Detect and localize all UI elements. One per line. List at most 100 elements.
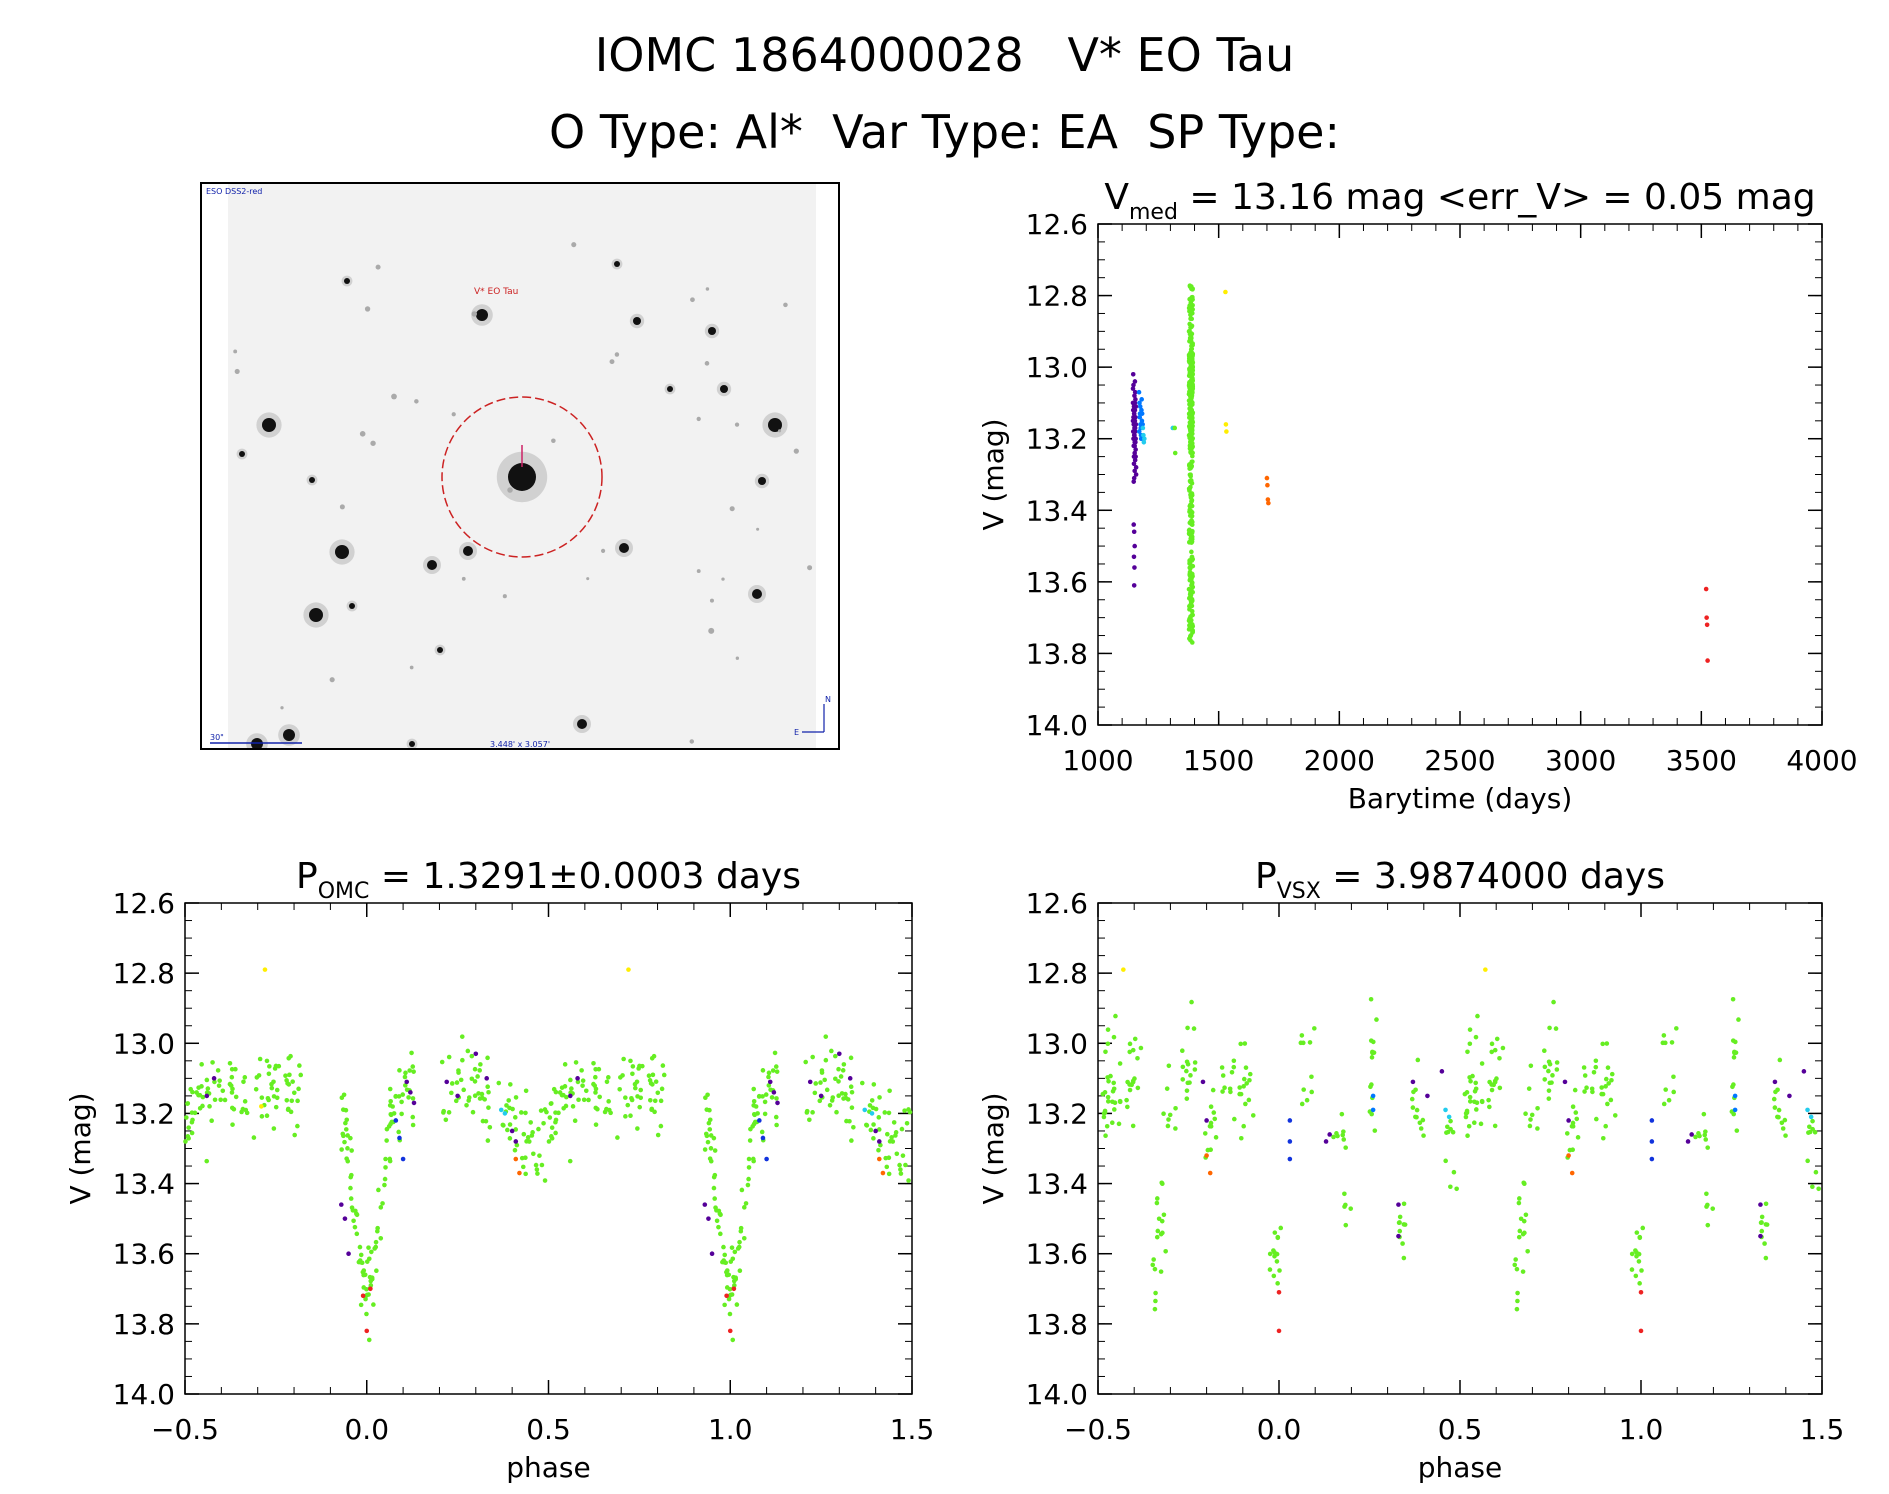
data-point xyxy=(1135,1055,1140,1061)
data-point xyxy=(404,1079,410,1085)
data-point xyxy=(1513,1257,1518,1262)
data-point xyxy=(505,1127,510,1133)
data-point xyxy=(1551,999,1556,1005)
data-point xyxy=(882,1110,888,1115)
data-point xyxy=(1187,435,1192,441)
data-point xyxy=(1189,427,1195,433)
data-point xyxy=(1608,1097,1614,1103)
data-point xyxy=(1188,411,1194,417)
data-point xyxy=(606,1075,611,1080)
data-point xyxy=(346,1251,351,1257)
data-point xyxy=(513,1156,519,1162)
data-point xyxy=(890,1139,896,1144)
data-point xyxy=(1152,1266,1158,1272)
data-point xyxy=(1188,603,1194,609)
data-point xyxy=(444,1079,450,1085)
data-point xyxy=(1189,425,1195,431)
data-point xyxy=(292,1132,297,1138)
data-point xyxy=(1730,1038,1736,1043)
data-point xyxy=(597,1094,602,1100)
data-point xyxy=(1489,1087,1495,1093)
data-point xyxy=(1173,1126,1178,1131)
y-tick-label: 14.0 xyxy=(1026,1378,1088,1411)
data-point xyxy=(1186,373,1192,379)
data-point xyxy=(1131,583,1137,588)
data-point xyxy=(542,1107,548,1112)
data-point xyxy=(1190,563,1196,569)
data-point xyxy=(1188,400,1194,406)
data-point xyxy=(1125,1079,1130,1085)
data-point xyxy=(1211,1110,1217,1115)
data-point xyxy=(354,1211,359,1217)
data-point xyxy=(1188,1073,1193,1078)
data-point xyxy=(1190,453,1195,459)
data-point xyxy=(1299,1033,1305,1038)
data-point xyxy=(1189,428,1195,433)
data-point xyxy=(1238,1091,1244,1097)
data-point xyxy=(349,1148,354,1153)
data-point xyxy=(829,1098,835,1103)
data-point xyxy=(1187,402,1192,407)
data-point xyxy=(1188,512,1194,517)
data-point xyxy=(1189,297,1195,303)
y-tick-label: 12.6 xyxy=(1026,887,1088,920)
data-point xyxy=(1189,540,1194,545)
data-point xyxy=(1187,607,1192,612)
data-point xyxy=(356,1259,362,1265)
data-point xyxy=(1497,1055,1502,1061)
data-point xyxy=(635,1126,640,1131)
data-point xyxy=(1810,1126,1815,1132)
data-point xyxy=(1188,438,1194,443)
data-point xyxy=(1187,406,1193,412)
data-point xyxy=(244,1110,250,1116)
data-point xyxy=(512,1147,518,1153)
data-point xyxy=(1546,1059,1552,1065)
data-point xyxy=(266,1097,271,1103)
data-point xyxy=(380,1201,385,1206)
data-point xyxy=(353,1208,358,1214)
data-point xyxy=(1220,1073,1226,1078)
data-point xyxy=(1132,418,1138,424)
faint-star xyxy=(696,569,701,573)
data-point xyxy=(184,1115,189,1120)
y-tick-label: 12.8 xyxy=(1026,957,1088,990)
data-point xyxy=(868,1127,874,1133)
data-point xyxy=(1466,1123,1472,1129)
data-point xyxy=(593,1105,599,1111)
data-point xyxy=(1190,364,1196,370)
data-point xyxy=(1599,1085,1604,1090)
y-tick-label: 13.0 xyxy=(113,1027,175,1060)
data-point xyxy=(296,1086,301,1092)
data-point xyxy=(1277,1268,1282,1273)
data-point xyxy=(1190,307,1195,312)
data-point xyxy=(630,1071,635,1077)
data-point xyxy=(1341,1137,1347,1142)
data-point xyxy=(388,1098,393,1104)
data-point xyxy=(1186,595,1192,601)
data-point xyxy=(1190,622,1195,627)
data-point xyxy=(1189,493,1195,498)
data-point xyxy=(399,1099,404,1105)
data-point xyxy=(810,1054,815,1060)
data-point xyxy=(289,1098,295,1104)
data-point xyxy=(531,1151,536,1157)
data-point xyxy=(1160,1181,1165,1187)
data-point xyxy=(1105,1027,1111,1032)
data-point xyxy=(1190,384,1195,390)
data-point xyxy=(259,1104,264,1109)
data-point xyxy=(1125,1104,1130,1110)
data-point xyxy=(507,1136,513,1141)
data-point xyxy=(727,1293,732,1299)
data-point xyxy=(553,1119,558,1125)
data-point xyxy=(774,1096,779,1101)
data-point xyxy=(754,1119,760,1125)
data-point xyxy=(841,1062,847,1067)
data-point xyxy=(523,1171,528,1177)
data-point xyxy=(1187,415,1192,420)
data-point xyxy=(257,1056,263,1062)
faint-star xyxy=(409,665,414,670)
survey-label: ESO DSS2-red xyxy=(206,187,262,196)
data-point xyxy=(1241,1123,1246,1129)
data-point xyxy=(659,1086,665,1092)
data-point xyxy=(1489,1082,1494,1087)
